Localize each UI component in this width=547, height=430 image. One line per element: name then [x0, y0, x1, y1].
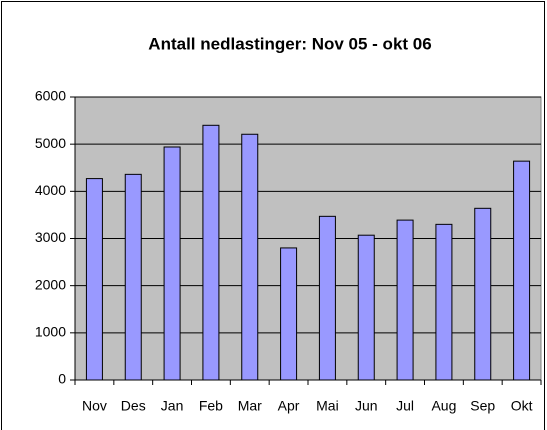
x-tick-label: Aug [431, 398, 456, 414]
x-tick-label: Des [121, 398, 146, 414]
bar [202, 124, 220, 381]
x-tick-label: Mar [238, 398, 262, 414]
bar [357, 234, 375, 381]
x-tick-label: Jul [396, 398, 414, 414]
bar [513, 160, 531, 381]
y-tick-label: 4000 [35, 182, 66, 198]
y-tick-label: 2000 [35, 276, 66, 292]
y-tick-label: 5000 [35, 135, 66, 151]
y-tick-label: 1000 [35, 324, 66, 340]
x-tick-label: Feb [199, 398, 223, 414]
y-tick-label: 0 [58, 371, 66, 387]
x-tick-label: Nov [82, 398, 107, 414]
bar [241, 133, 259, 381]
x-tick-label: Jan [161, 398, 184, 414]
y-tick-label: 3000 [35, 229, 66, 245]
x-tick-label: Okt [511, 398, 533, 414]
bar [474, 207, 492, 381]
bar [318, 215, 336, 381]
bar [124, 173, 142, 381]
bar [280, 247, 298, 381]
x-tick-label: Jun [355, 398, 378, 414]
chart-title: Antall nedlastinger: Nov 05 - okt 06 [148, 34, 431, 53]
bar [85, 178, 103, 381]
x-tick-label: Apr [278, 398, 300, 414]
x-tick-label: Sep [470, 398, 495, 414]
bar [163, 146, 181, 381]
x-tick-label: Mai [316, 398, 339, 414]
bar [435, 223, 453, 381]
y-tick-label: 6000 [35, 88, 66, 104]
bar [396, 219, 414, 381]
